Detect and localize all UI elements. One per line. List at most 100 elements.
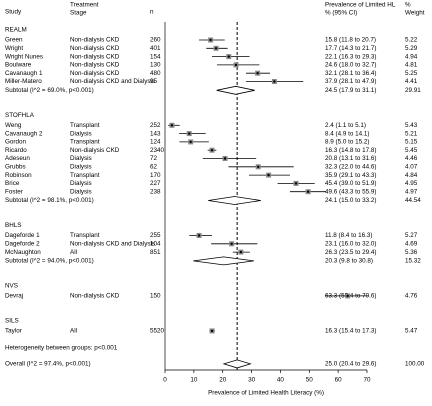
weight: 4.94: [405, 53, 418, 60]
ci-label: 24.1 (15.0 to 33.2): [325, 197, 376, 204]
estimate-dot: [197, 234, 201, 237]
stage: Dialysis: [70, 130, 92, 137]
stage: Dialysis: [70, 180, 92, 187]
heterogeneity: Heterogeneity between groups: p<0.001: [5, 345, 118, 352]
ci-label: 20.8 (13.1 to 31.6): [325, 155, 376, 162]
n: 62: [150, 163, 158, 170]
stage: Non-dialysis CKD: [70, 37, 120, 44]
study-name: Cavanaugh 2: [5, 130, 43, 137]
ci-label: 8.9 (5.0 to 15.2): [325, 139, 369, 146]
ci-label: 2.4 (1.1 to 5.1): [325, 122, 366, 129]
stage: Dialysis: [70, 155, 92, 162]
x-tick-label: 20: [219, 377, 227, 384]
n: 72: [150, 155, 158, 162]
ci-label: 32.3 (22.0 to 44.6): [325, 163, 376, 170]
study-name: McNaughton: [5, 249, 41, 256]
weight: 4.84: [405, 172, 418, 179]
weight: 4.41: [405, 78, 418, 85]
group-label: REALM: [5, 27, 27, 34]
estimate-dot: [294, 182, 298, 185]
estimate-dot: [209, 38, 212, 42]
ci-label: 24.6 (18.0 to 32.7): [325, 62, 376, 69]
weight: 5.43: [405, 122, 418, 129]
group-label: NVS: [5, 283, 18, 290]
study-name: Weng: [5, 122, 22, 129]
estimate-dot: [189, 140, 192, 144]
n: 401: [150, 45, 161, 52]
weight: 100.00: [405, 361, 425, 368]
subtotal-label: Subtotal (I^2 = 69.0%, p<0.001): [5, 87, 94, 94]
weight: 4.97: [405, 188, 418, 195]
stage: Non-dialysis CKD: [70, 62, 120, 69]
estimate-dot: [230, 242, 233, 245]
x-tick-label: 40: [277, 377, 285, 384]
column-header: % (95% CI): [325, 10, 357, 17]
column-header: Treatment: [70, 2, 99, 9]
n: 130: [150, 62, 161, 69]
estimate-dot: [267, 173, 270, 177]
study-name: Miller-Matero: [5, 78, 42, 85]
stage: Non-dialysis CKD: [70, 293, 120, 300]
estimate-dot: [346, 294, 349, 298]
n: 851: [150, 249, 161, 256]
stage: Dialysis: [70, 163, 92, 170]
ci-label: 22.1 (16.3 to 29.3): [325, 53, 376, 60]
stage: Dialysis: [70, 188, 92, 195]
pooled-diamond: [216, 85, 255, 95]
x-tick-label: 60: [335, 377, 343, 384]
x-tick-label: 70: [363, 377, 371, 384]
n: 480: [150, 70, 161, 77]
study-name: Brice: [5, 180, 20, 187]
pooled-diamond: [222, 359, 252, 369]
stage: Non-dialysis CKD and Dialysis: [70, 78, 155, 85]
column-header: %: [405, 2, 411, 9]
study-name: Green: [5, 37, 23, 44]
ci-label: 25.0 (20.4 to 29.6): [325, 361, 376, 368]
ci-label: 17.7 (14.3 to 21.7): [325, 45, 376, 52]
n: 260: [150, 37, 161, 44]
weight: 29.91: [405, 87, 421, 94]
ci-label: 20.3 (9.8 to 30.8): [325, 258, 373, 265]
study-name: Devraj: [5, 293, 23, 300]
weight: 44.54: [405, 197, 421, 204]
x-tick-label: 50: [306, 377, 314, 384]
group-label: BHLS: [5, 222, 21, 229]
n: 2340: [150, 147, 165, 154]
column-header: Weight: [405, 10, 425, 17]
x-axis-label: Prevalence of Limited Health Literacy (%…: [208, 390, 324, 397]
weight: 4.07: [405, 163, 418, 170]
ci-label: 16.3 (14.8 to 17.8): [325, 147, 376, 154]
weight: 5.36: [405, 249, 418, 256]
stage: All: [70, 328, 77, 335]
ci-label: 8.4 (4.9 to 14.1): [325, 130, 369, 137]
group-label: STOFHLA: [5, 112, 35, 119]
ci-label: 24.5 (17.9 to 31.1): [325, 87, 376, 94]
ci-label: 45.4 (39.0 to 51.9): [325, 180, 376, 187]
weight: 5.47: [405, 328, 418, 335]
weight: 15.32: [405, 258, 421, 265]
n: 150: [150, 293, 161, 300]
column-header: Study: [5, 9, 22, 16]
n: 95: [150, 78, 158, 85]
stage: Non-dialysis CKD: [70, 53, 120, 60]
weight: 5.21: [405, 130, 418, 137]
column-header: Prevalence of Limited HL: [325, 2, 396, 9]
estimate-dot: [306, 190, 310, 193]
n: 5520: [150, 328, 165, 335]
stage: Non-dialysis CKD: [70, 147, 120, 154]
stage: Transplant: [70, 139, 100, 146]
stage: Transplant: [70, 172, 100, 179]
estimate-dot: [234, 63, 238, 67]
study-name: Ricardo: [5, 147, 27, 154]
estimate-dot: [227, 55, 230, 58]
ci-label: 35.9 (29.1 to 43.3): [325, 172, 376, 179]
ci-label: 37.9 (28.1 to 47.9): [325, 78, 376, 85]
weight: 4.46: [405, 155, 418, 162]
study-name: Wright Nunes: [5, 53, 43, 60]
pooled-diamond: [193, 256, 254, 266]
study-name: Adeseun: [5, 155, 30, 162]
study-name: Gordon: [5, 139, 27, 146]
ci-label: 16.3 (15.4 to 17.3): [325, 328, 376, 335]
study-name: Grubbs: [5, 163, 26, 170]
